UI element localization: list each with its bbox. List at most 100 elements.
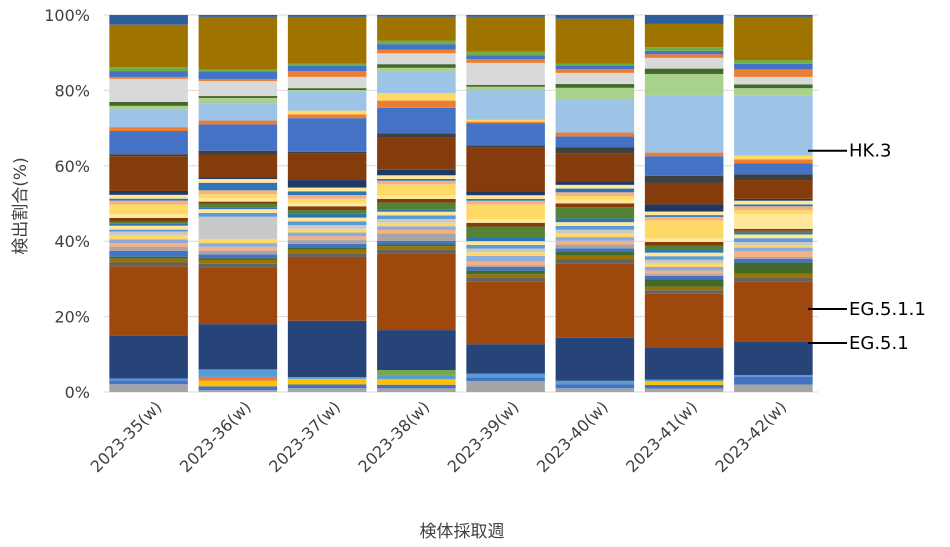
y-tick-label: 0% — [65, 383, 90, 402]
bar-segment — [198, 239, 278, 244]
bar-segment — [555, 192, 635, 197]
bar-segment — [555, 203, 635, 208]
bar-segment — [109, 109, 188, 128]
bar-segment — [555, 184, 635, 189]
bar-segment — [466, 248, 545, 253]
bar-segment — [198, 16, 278, 70]
bar-segment — [287, 221, 367, 226]
bar-segment — [109, 78, 188, 102]
bar-segment — [198, 177, 278, 179]
bar-segment — [734, 88, 813, 96]
bar-segment — [377, 370, 456, 376]
bar-segment — [734, 375, 813, 377]
bar-segment — [555, 248, 635, 253]
bar-segment — [466, 121, 545, 124]
bar-segment — [734, 241, 813, 246]
bar-segment — [377, 379, 456, 385]
bar-segment — [644, 68, 724, 74]
bar-segment — [377, 229, 456, 234]
bar-segment — [644, 245, 724, 250]
bar-segment — [555, 255, 635, 260]
bar-segment — [377, 49, 456, 54]
bar-segment — [198, 80, 278, 97]
bar-segment — [466, 241, 545, 245]
bar-segment — [734, 228, 813, 231]
bar-segment — [734, 256, 813, 259]
bar-segment — [466, 86, 545, 91]
bar-segment — [377, 215, 456, 219]
bar-segment — [109, 76, 188, 79]
bar-segment — [555, 207, 635, 219]
bar-segment — [377, 384, 456, 389]
bar-stack — [198, 15, 278, 392]
bar-segment — [377, 330, 456, 371]
bar-segment — [287, 213, 367, 218]
bar-segment — [466, 59, 545, 63]
bar-segment — [109, 223, 188, 226]
bar-segment — [644, 256, 724, 260]
bar-segment — [198, 386, 278, 391]
bar-segment — [377, 16, 456, 41]
bar-segment — [555, 136, 635, 148]
bar-segment — [377, 184, 456, 196]
bar-segment — [644, 381, 724, 385]
bar-segment — [555, 380, 635, 385]
bar-segment — [287, 376, 367, 379]
bar-segment — [377, 100, 456, 108]
bar-segment — [287, 247, 367, 250]
bar-segment — [644, 263, 724, 267]
bar-segment — [109, 380, 188, 385]
x-tick-label: 2023-39(w) — [444, 397, 523, 476]
bar-segment — [287, 15, 367, 17]
bar-segment — [555, 237, 635, 241]
bar-segment — [734, 174, 813, 181]
bar-segment — [555, 18, 635, 64]
bar-segment — [644, 290, 724, 294]
bar-segment — [734, 251, 813, 257]
y-tick-label: 100% — [44, 6, 90, 25]
bar-segment — [377, 240, 456, 245]
bar-stack — [734, 15, 813, 392]
bar-segment — [644, 57, 724, 69]
bar-segment — [287, 320, 367, 377]
bar-segment — [109, 71, 188, 77]
bar-segment — [466, 261, 545, 266]
bar-segment — [555, 388, 635, 392]
bar-segment — [644, 54, 724, 58]
bar-segment — [109, 67, 188, 72]
bar-segment — [109, 156, 188, 191]
x-axis-ticks: 2023-35(w) 2023-36(w) 2023-37(w) 2023-38(w)… — [87, 397, 791, 476]
bar-stack — [287, 15, 367, 392]
bar-segment — [555, 384, 635, 389]
bar-segment — [109, 378, 188, 381]
bar-segment — [466, 195, 545, 199]
x-tick-label: 2023-40(w) — [533, 397, 612, 476]
bar-segment — [734, 245, 813, 248]
bar-segment — [198, 254, 278, 259]
bar-segment — [109, 258, 188, 263]
bar-segment — [466, 281, 545, 345]
bar-segment — [198, 390, 278, 392]
bar-segment — [377, 209, 456, 212]
bar-segment — [287, 240, 367, 244]
bar-segment — [109, 239, 188, 244]
bar-segment — [644, 73, 724, 96]
bar-segment — [198, 97, 278, 104]
bar-segment — [466, 200, 545, 205]
bar-segment — [198, 96, 278, 98]
bar-segment — [466, 145, 545, 148]
bar-segment — [734, 69, 813, 77]
bar-segment — [377, 226, 456, 230]
bar-segment — [555, 188, 635, 193]
bar-segment — [377, 202, 456, 210]
bar-segment — [466, 277, 545, 282]
bar-segment — [109, 204, 188, 215]
bar-segment — [644, 388, 724, 392]
bar-segment — [377, 93, 456, 101]
bar-segment — [644, 266, 724, 271]
bar-segment — [466, 244, 545, 249]
bar-segment — [734, 200, 813, 205]
bar-segment — [555, 196, 635, 200]
bar-segment — [377, 133, 456, 138]
bar-segment — [734, 238, 813, 242]
